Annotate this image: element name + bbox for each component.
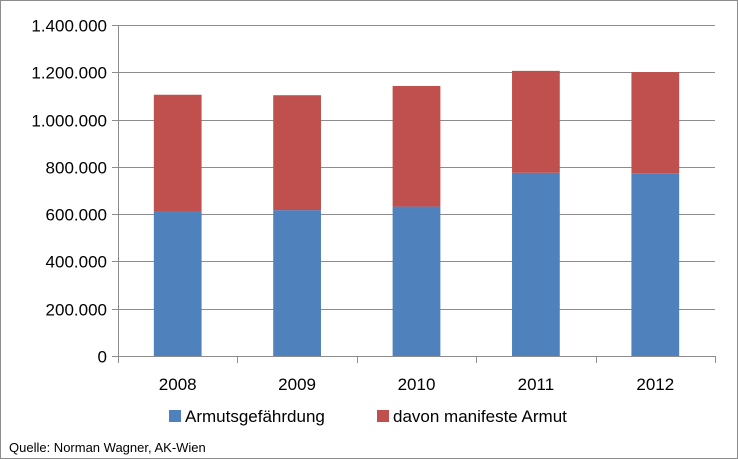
bar-segment-manifeste-armut bbox=[392, 85, 441, 207]
bar-segment-manifeste-armut bbox=[512, 70, 560, 173]
x-tick-label: 2008 bbox=[159, 375, 197, 394]
x-tick-label: 2012 bbox=[636, 375, 674, 394]
bar-segment-manifeste-armut bbox=[631, 72, 680, 174]
source-note: Quelle: Norman Wagner, AK-Wien bbox=[9, 440, 206, 455]
legend-label: davon manifeste Armut bbox=[393, 407, 567, 426]
bar-segment-armutsgefaehrdung bbox=[512, 172, 560, 356]
y-tick-label: 0 bbox=[98, 348, 107, 367]
bar-segment-armutsgefaehrdung bbox=[392, 206, 441, 356]
bar-segment-manifeste-armut bbox=[273, 95, 321, 211]
y-tick-label: 600.000 bbox=[46, 206, 107, 225]
y-tick-label: 1.000.000 bbox=[31, 112, 107, 131]
x-tick-label: 2009 bbox=[278, 375, 316, 394]
legend-swatch-manifeste-armut bbox=[377, 410, 389, 422]
y-tick-label: 200.000 bbox=[46, 301, 107, 320]
legend-swatch-armutsgefaehrdung bbox=[169, 410, 181, 422]
y-tick-label: 400.000 bbox=[46, 253, 107, 272]
x-tick-label: 2010 bbox=[398, 375, 436, 394]
legend-label: Armutsgefährdung bbox=[185, 407, 325, 426]
y-tick-label: 800.000 bbox=[46, 159, 107, 178]
bar-segment-armutsgefaehrdung bbox=[153, 211, 202, 356]
bar-segment-armutsgefaehrdung bbox=[273, 210, 321, 356]
x-tick-label: 2011 bbox=[518, 375, 555, 394]
y-tick-label: 1.200.000 bbox=[31, 64, 107, 83]
y-tick-label: 1.400.000 bbox=[31, 17, 107, 36]
bar-segment-armutsgefaehrdung bbox=[631, 173, 680, 356]
bar-segment-manifeste-armut bbox=[153, 94, 202, 212]
